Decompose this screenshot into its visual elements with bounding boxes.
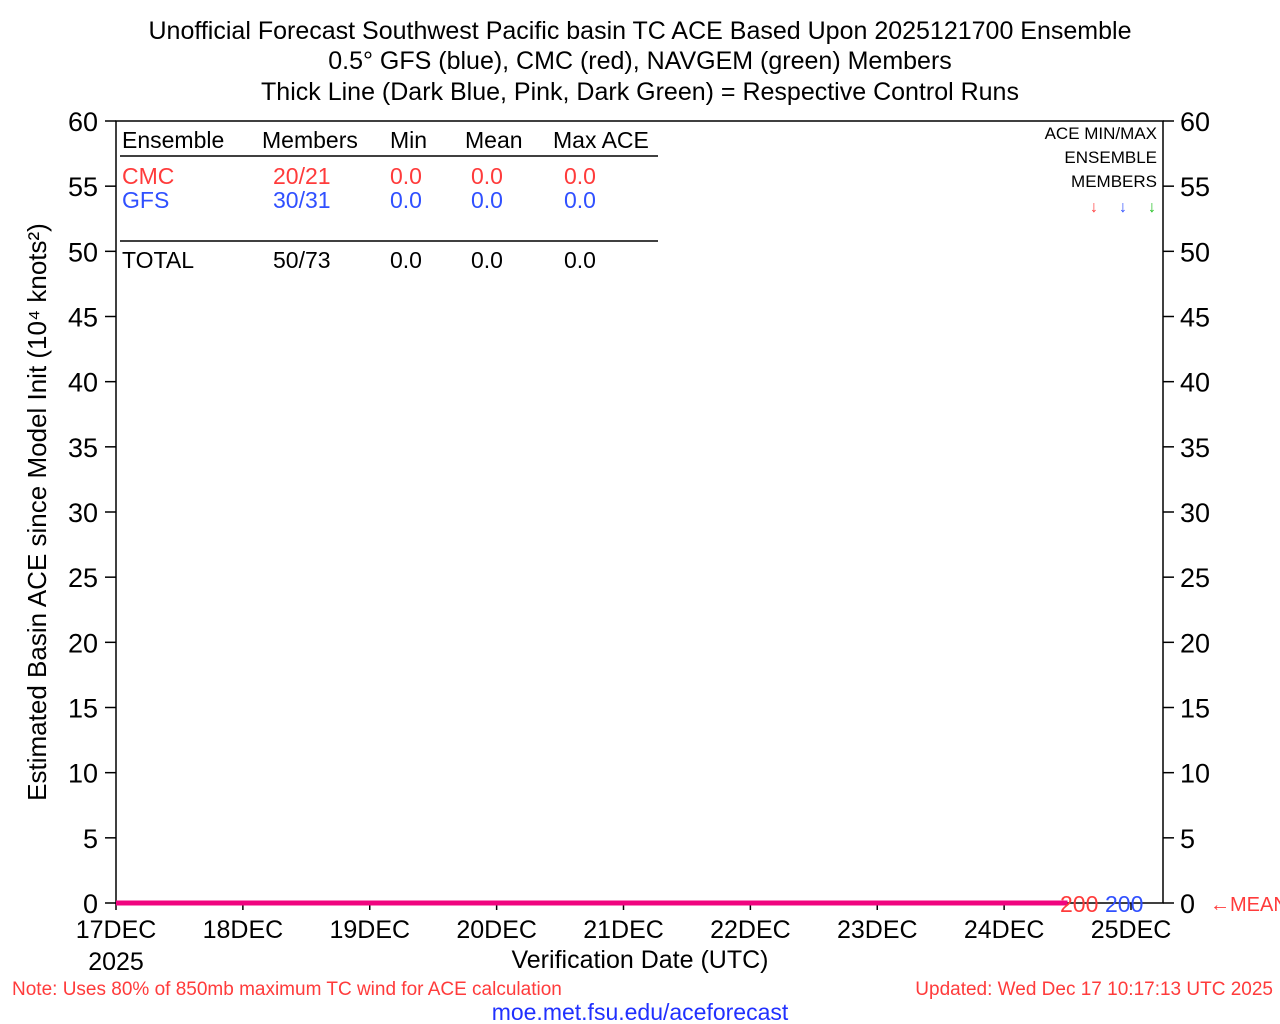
y-tick-label-left: 35 <box>68 433 98 463</box>
y-tick-label-right: 55 <box>1180 172 1210 202</box>
gfs-arrow-icon: ↓ <box>1119 199 1127 216</box>
y-axis-label: Estimated Basin ACE since Model Init (10… <box>22 223 52 801</box>
y-tick-label-right: 15 <box>1180 694 1210 724</box>
y-tick-label-left: 45 <box>68 303 98 333</box>
table-cell: CMC <box>122 163 174 189</box>
table-cell: 0.0 <box>471 187 503 213</box>
table-cell: 0.0 <box>390 187 422 213</box>
navgem-arrow-icon: ↓ <box>1148 199 1156 216</box>
minmax-line-3: MEMBERS <box>1071 172 1157 191</box>
footer-note: Note: Uses 80% of 850mb maximum TC wind … <box>12 979 562 1000</box>
y-tick-label-right: 10 <box>1180 759 1210 789</box>
y-tick-label-left: 50 <box>68 237 98 267</box>
table-total-cell: 0.0 <box>390 247 422 273</box>
title-line-1: Unofficial Forecast Southwest Pacific ba… <box>149 17 1132 45</box>
y-tick-label-right: 0 <box>1180 889 1195 919</box>
x-tick-label: 21DEC <box>583 916 664 944</box>
y-tick-label-left: 60 <box>68 107 98 137</box>
x-tick-label: 24DEC <box>964 916 1045 944</box>
x-tick-year: 2025 <box>88 948 144 976</box>
y-tick-label-left: 25 <box>68 563 98 593</box>
table-cell: 0.0 <box>471 163 503 189</box>
plot-frame <box>115 120 1164 904</box>
table-total-cell: 0.0 <box>564 247 596 273</box>
x-tick-label: 20DEC <box>456 916 537 944</box>
x-tick-label: 25DEC <box>1091 916 1172 944</box>
y-tick-label-left: 0 <box>83 889 98 919</box>
y-tick-label-right: 25 <box>1180 563 1210 593</box>
y-tick-label-right: 5 <box>1180 824 1195 854</box>
y-tick-label-right: 50 <box>1180 237 1210 267</box>
footer-updated: Updated: Wed Dec 17 10:17:13 UTC 2025 <box>915 979 1273 1000</box>
title-line-2: 0.5° GFS (blue), CMC (red), NAVGEM (gree… <box>328 47 952 75</box>
table-header: Members <box>262 127 358 153</box>
y-tick-label-right: 20 <box>1180 628 1210 658</box>
y-tick-label-left: 15 <box>68 694 98 724</box>
x-tick-label: 23DEC <box>837 916 918 944</box>
footer-url-link[interactable]: moe.met.fsu.edu/aceforecast <box>492 999 789 1024</box>
y-tick-label-right: 60 <box>1180 107 1210 137</box>
chart-title: Unofficial Forecast Southwest Pacific ba… <box>149 17 1132 106</box>
y-tick-label-right: 40 <box>1180 368 1210 398</box>
table-cell: 30/31 <box>273 187 331 213</box>
table-header: Min <box>390 127 427 153</box>
table-cell: GFS <box>122 187 169 213</box>
cmc-arrow-icon: ↓ <box>1090 199 1098 216</box>
y-tick-label-left: 20 <box>68 628 98 658</box>
table-total-cell: 0.0 <box>471 247 503 273</box>
y-tick-label-left: 5 <box>83 824 98 854</box>
y-tick-label-left: 55 <box>68 172 98 202</box>
table-header: Mean <box>465 127 523 153</box>
table-header: Max ACE <box>553 127 649 153</box>
y-tick-label-right: 30 <box>1180 498 1210 528</box>
x-tick-label: 17DEC <box>76 916 157 944</box>
y-tick-label-left: 10 <box>68 759 98 789</box>
table-total-cell: 50/73 <box>273 247 331 273</box>
y-tick-label-right: 45 <box>1180 303 1210 333</box>
min-max-legend: ACE MIN/MAX ENSEMBLE MEMBERS ↓ ↓ ↓ <box>1045 124 1157 216</box>
table-cell: 0.0 <box>564 187 596 213</box>
series-end-label: 200 <box>1060 891 1098 917</box>
y-tick-label-right: 35 <box>1180 433 1210 463</box>
minmax-line-1: ACE MIN/MAX <box>1045 124 1157 143</box>
x-tick-label: 22DEC <box>710 916 791 944</box>
table-cell: 0.0 <box>390 163 422 189</box>
table-cell: 0.0 <box>564 163 596 189</box>
table-cell: 20/21 <box>273 163 331 189</box>
mean-marker: ←MEAN <box>1210 894 1280 916</box>
table-header: Ensemble <box>122 127 224 153</box>
y-tick-label-left: 40 <box>68 368 98 398</box>
x-tick-label: 19DEC <box>329 916 410 944</box>
series-end-label: 200 <box>1105 891 1143 917</box>
ensemble-stats-table: Ensemble Members Min Mean Max ACE CMC 20/21 0.0… <box>120 127 658 273</box>
y-tick-label-left: 30 <box>68 498 98 528</box>
x-tick-label: 18DEC <box>203 916 284 944</box>
x-axis-label: Verification Date (UTC) <box>511 946 768 974</box>
table-total-cell: TOTAL <box>122 247 194 273</box>
title-line-3: Thick Line (Dark Blue, Pink, Dark Green)… <box>261 78 1019 106</box>
minmax-line-2: ENSEMBLE <box>1064 148 1157 167</box>
